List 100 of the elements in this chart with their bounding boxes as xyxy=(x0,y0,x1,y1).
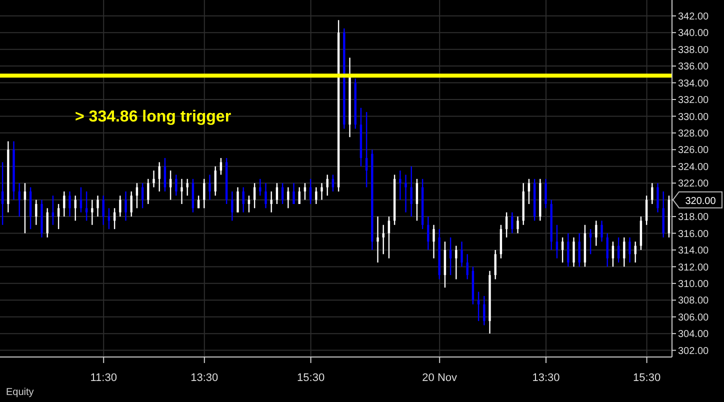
candlestick xyxy=(259,178,262,196)
candlestick xyxy=(236,186,239,213)
ref-line-label: > 334.86 long trigger xyxy=(75,108,232,126)
candlestick xyxy=(388,216,390,259)
candlestick xyxy=(416,178,418,222)
y-tick-label: 306.00 xyxy=(678,312,710,324)
candlestick xyxy=(24,182,26,234)
text: 320.00 xyxy=(685,196,716,207)
candlestick xyxy=(102,195,104,226)
y-tick-label: 338.00 xyxy=(678,44,710,56)
candlestick xyxy=(544,178,547,209)
y-tick-label: 328.00 xyxy=(678,128,710,140)
y-tick-label: 330.00 xyxy=(678,112,710,123)
candlestick xyxy=(410,166,412,218)
candlestick xyxy=(253,182,256,209)
y-tick-label: 326.00 xyxy=(678,145,710,156)
candlestick xyxy=(612,241,614,268)
x-tick-label: 11:30 xyxy=(90,372,117,384)
candlestick xyxy=(91,199,94,226)
x-tick-label: 20 Nov xyxy=(422,372,458,384)
candlestick xyxy=(483,295,486,326)
x-tick-label: 13:30 xyxy=(532,372,560,384)
candlestick xyxy=(494,249,496,280)
candlestick xyxy=(656,182,659,213)
candlestick xyxy=(432,224,435,259)
candlestick xyxy=(466,254,468,280)
y-tick-label: 312.00 xyxy=(678,262,710,274)
candlestick xyxy=(276,182,278,205)
candlestick xyxy=(119,195,122,218)
candlestick xyxy=(175,174,178,196)
candlestick xyxy=(516,216,519,234)
candlestick xyxy=(63,190,66,218)
y-tick-label: 322.00 xyxy=(678,178,710,190)
candlestick xyxy=(96,195,99,218)
candlestick xyxy=(164,157,166,192)
candlestick xyxy=(298,186,300,205)
candlestick xyxy=(147,178,150,205)
candlestick xyxy=(600,220,603,242)
candlestick xyxy=(399,170,402,200)
candlestick xyxy=(46,208,48,238)
candlestick xyxy=(309,178,312,205)
candlestick xyxy=(427,216,430,251)
candlestick xyxy=(578,232,580,268)
candlestick xyxy=(18,182,20,218)
candlestick xyxy=(449,236,452,276)
x-tick-label: 15:30 xyxy=(297,372,325,384)
candlestick xyxy=(57,203,60,230)
candlestick xyxy=(455,245,458,280)
candlestick xyxy=(186,178,188,196)
candlestick xyxy=(376,216,379,264)
x-tick-label: 13:30 xyxy=(190,372,218,384)
candlestick xyxy=(152,170,155,188)
candlestick xyxy=(404,174,407,213)
candlestick xyxy=(124,190,127,222)
y-tick-label: 336.00 xyxy=(678,62,710,73)
candlestick xyxy=(220,157,222,176)
candlestick xyxy=(292,182,295,205)
candlestick xyxy=(320,182,323,200)
candlestick xyxy=(203,178,206,209)
candlestick xyxy=(332,174,334,192)
x-tick-label: 15:30 xyxy=(633,372,661,384)
candlestick xyxy=(556,224,558,259)
candlestick xyxy=(365,111,368,188)
candlestick xyxy=(460,241,463,268)
y-tick-label: 308.00 xyxy=(678,296,710,307)
candlestick xyxy=(68,190,71,218)
candlestick xyxy=(628,236,631,264)
y-tick-label: 318.00 xyxy=(678,212,710,224)
candlestick xyxy=(315,186,318,205)
text: Equity xyxy=(6,387,34,398)
y-tick-label: 304.00 xyxy=(678,329,710,340)
candlestick xyxy=(180,178,183,205)
y-tick-label: 332.00 xyxy=(678,95,710,106)
candlestick xyxy=(1,162,4,226)
y-tick-label: 310.00 xyxy=(678,278,710,290)
candlestick xyxy=(651,182,654,205)
y-tick-label: 334.00 xyxy=(678,78,710,90)
candlestick xyxy=(264,182,267,209)
y-tick-label: 302.00 xyxy=(678,346,710,357)
candlestick xyxy=(242,186,244,213)
candlestick xyxy=(505,212,508,238)
candlestick xyxy=(617,236,620,264)
candlestick xyxy=(287,186,290,209)
candlestick xyxy=(511,212,514,234)
candlestick xyxy=(130,190,132,218)
candlestick xyxy=(561,236,564,264)
candlestick xyxy=(281,182,284,205)
candlestick xyxy=(528,178,530,205)
candlestick xyxy=(208,174,211,200)
candlestick xyxy=(326,174,328,196)
candlestick xyxy=(567,232,570,268)
y-tick-label: 316.00 xyxy=(678,228,710,240)
candlestick xyxy=(595,220,598,246)
candlestick xyxy=(572,236,575,268)
candlestick xyxy=(231,190,234,222)
candlestick xyxy=(35,199,38,226)
candlestick xyxy=(623,236,626,268)
candlestick xyxy=(606,232,608,268)
candlestick xyxy=(214,166,216,196)
candlestick xyxy=(477,291,480,322)
